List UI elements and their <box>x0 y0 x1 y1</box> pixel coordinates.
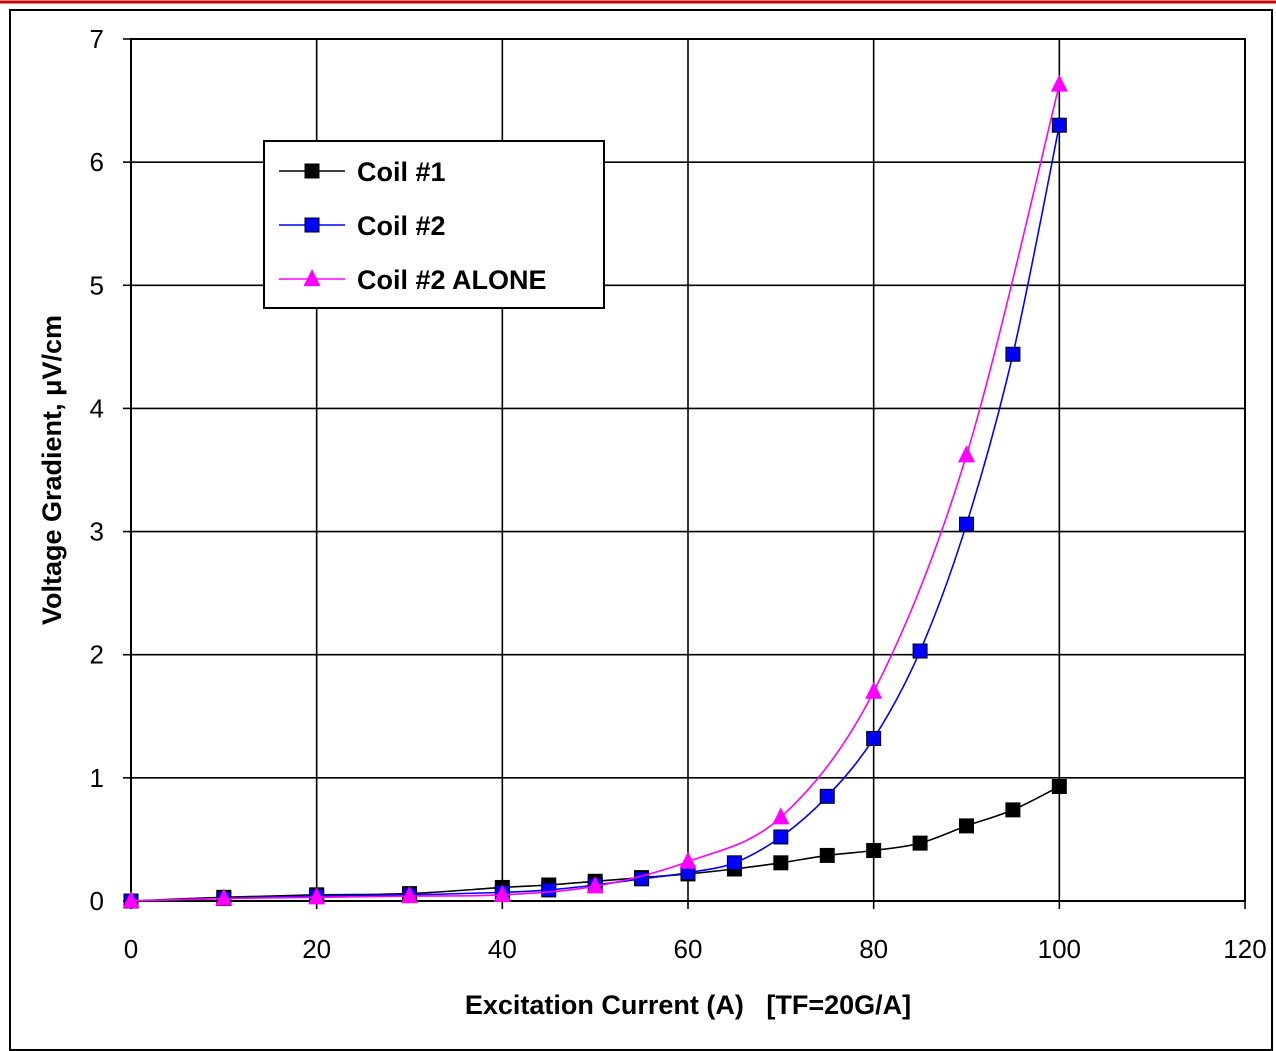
data-point <box>215 888 233 906</box>
data-point <box>866 730 882 746</box>
data-point <box>772 807 790 825</box>
series-coil-2-alone <box>122 74 1068 909</box>
data-point <box>865 681 883 699</box>
data-point <box>912 835 928 851</box>
data-point <box>912 643 928 659</box>
series-layer <box>122 74 1068 909</box>
x-tick-label: 100 <box>1038 934 1081 964</box>
data-point <box>122 891 140 909</box>
data-point <box>959 516 974 532</box>
series-line <box>130 125 1061 902</box>
x-tick-label: 80 <box>859 934 888 964</box>
y-tick-label: 6 <box>90 147 104 177</box>
x-tick-label: 40 <box>488 934 517 964</box>
data-point <box>1050 74 1068 92</box>
legend-label: Coil #2 ALONE <box>357 265 547 295</box>
data-point <box>773 855 789 871</box>
data-point <box>493 884 511 902</box>
y-tick-label: 0 <box>90 886 104 916</box>
y-tick-label: 3 <box>90 517 104 547</box>
legend: Coil #1 Coil #2 Coil #2 ALONE <box>263 140 605 309</box>
data-point <box>959 818 974 834</box>
data-point <box>726 855 742 871</box>
y-tick-label: 7 <box>90 24 104 54</box>
data-point <box>1005 346 1021 362</box>
data-point <box>1051 117 1067 133</box>
y-tick-label: 1 <box>90 763 104 793</box>
data-point <box>773 829 789 845</box>
y-tick-label: 5 <box>90 270 104 300</box>
legend-item: Coil #1 <box>279 157 446 187</box>
data-point <box>866 843 882 859</box>
x-axis-title: Excitation Current (A) [TF=20G/A] <box>465 990 911 1020</box>
y-tick-label: 4 <box>90 393 104 423</box>
legend-swatch-marker <box>304 163 320 179</box>
data-point <box>586 876 604 894</box>
x-tick-label: 0 <box>124 934 138 964</box>
data-point <box>541 882 557 898</box>
legend-items: Coil #1 Coil #2 Coil #2 ALONE <box>279 157 547 295</box>
x-tick-label: 60 <box>674 934 703 964</box>
data-point <box>308 887 326 905</box>
data-point <box>819 788 835 804</box>
data-point <box>1005 802 1021 818</box>
y-tick-label: 2 <box>90 640 104 670</box>
x-tick-label: 20 <box>302 934 331 964</box>
legend-item: Coil #2 <box>279 211 446 241</box>
legend-swatch-marker <box>303 269 321 287</box>
legend-swatch-marker <box>304 217 320 233</box>
legend-label: Coil #1 <box>357 157 446 187</box>
data-point <box>400 886 419 904</box>
x-tick-label: 120 <box>1223 934 1266 964</box>
data-point <box>1051 778 1067 794</box>
data-point <box>957 445 976 463</box>
data-point <box>819 847 835 863</box>
data-point <box>679 851 697 869</box>
y-axis-title: Voltage Gradient, μV/cm <box>37 315 67 625</box>
y-tick-labels: 0 1 2 3 4 5 6 7 <box>90 24 104 916</box>
legend-label: Coil #2 <box>357 211 446 241</box>
legend-item: Coil #2 ALONE <box>279 265 547 295</box>
data-point <box>634 871 650 887</box>
x-tick-labels: 0 20 40 60 80 100 120 <box>124 934 1267 964</box>
